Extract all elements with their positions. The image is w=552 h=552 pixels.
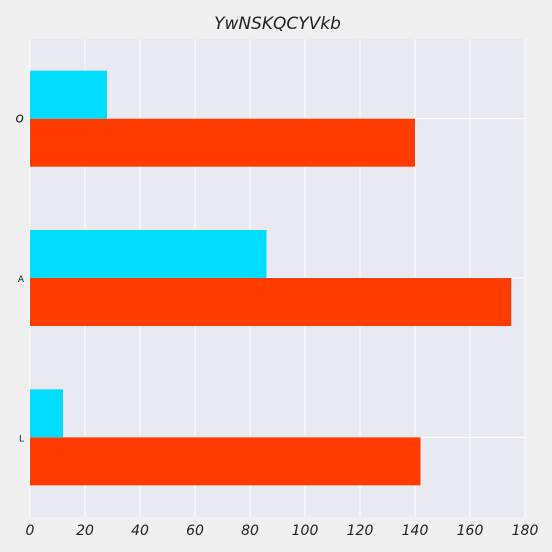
x-tick-label: 100	[292, 523, 319, 539]
bar-o-series-1	[30, 118, 415, 167]
y-tick-label: o	[15, 111, 24, 127]
bar-A-series-2	[30, 230, 267, 278]
y-tick-label: A	[18, 275, 25, 285]
x-axis-ticks: 0 20 40 60 80 100 120 140 160 180	[26, 523, 539, 539]
x-tick-label: 120	[347, 523, 374, 539]
bar-L-series-2	[30, 389, 63, 438]
y-tick-label: L	[19, 434, 24, 444]
y-axis-ticks: L Ao	[15, 111, 24, 445]
x-tick-label: 0	[26, 523, 35, 539]
x-tick-label: 180	[512, 523, 539, 539]
x-tick-label: 140	[402, 523, 429, 539]
x-tick-label: 160	[457, 523, 484, 539]
bar-A-series-1	[30, 278, 512, 326]
x-tick-label: 60	[186, 523, 204, 539]
x-tick-label: 40	[131, 523, 149, 539]
chart-title: YwNSKQCYVkb	[214, 14, 341, 34]
bar-o-series-2	[30, 70, 107, 119]
x-tick-label: 20	[76, 523, 94, 539]
x-tick-label: 80	[241, 523, 259, 539]
bar-L-series-1	[30, 437, 421, 486]
bars	[30, 70, 512, 486]
